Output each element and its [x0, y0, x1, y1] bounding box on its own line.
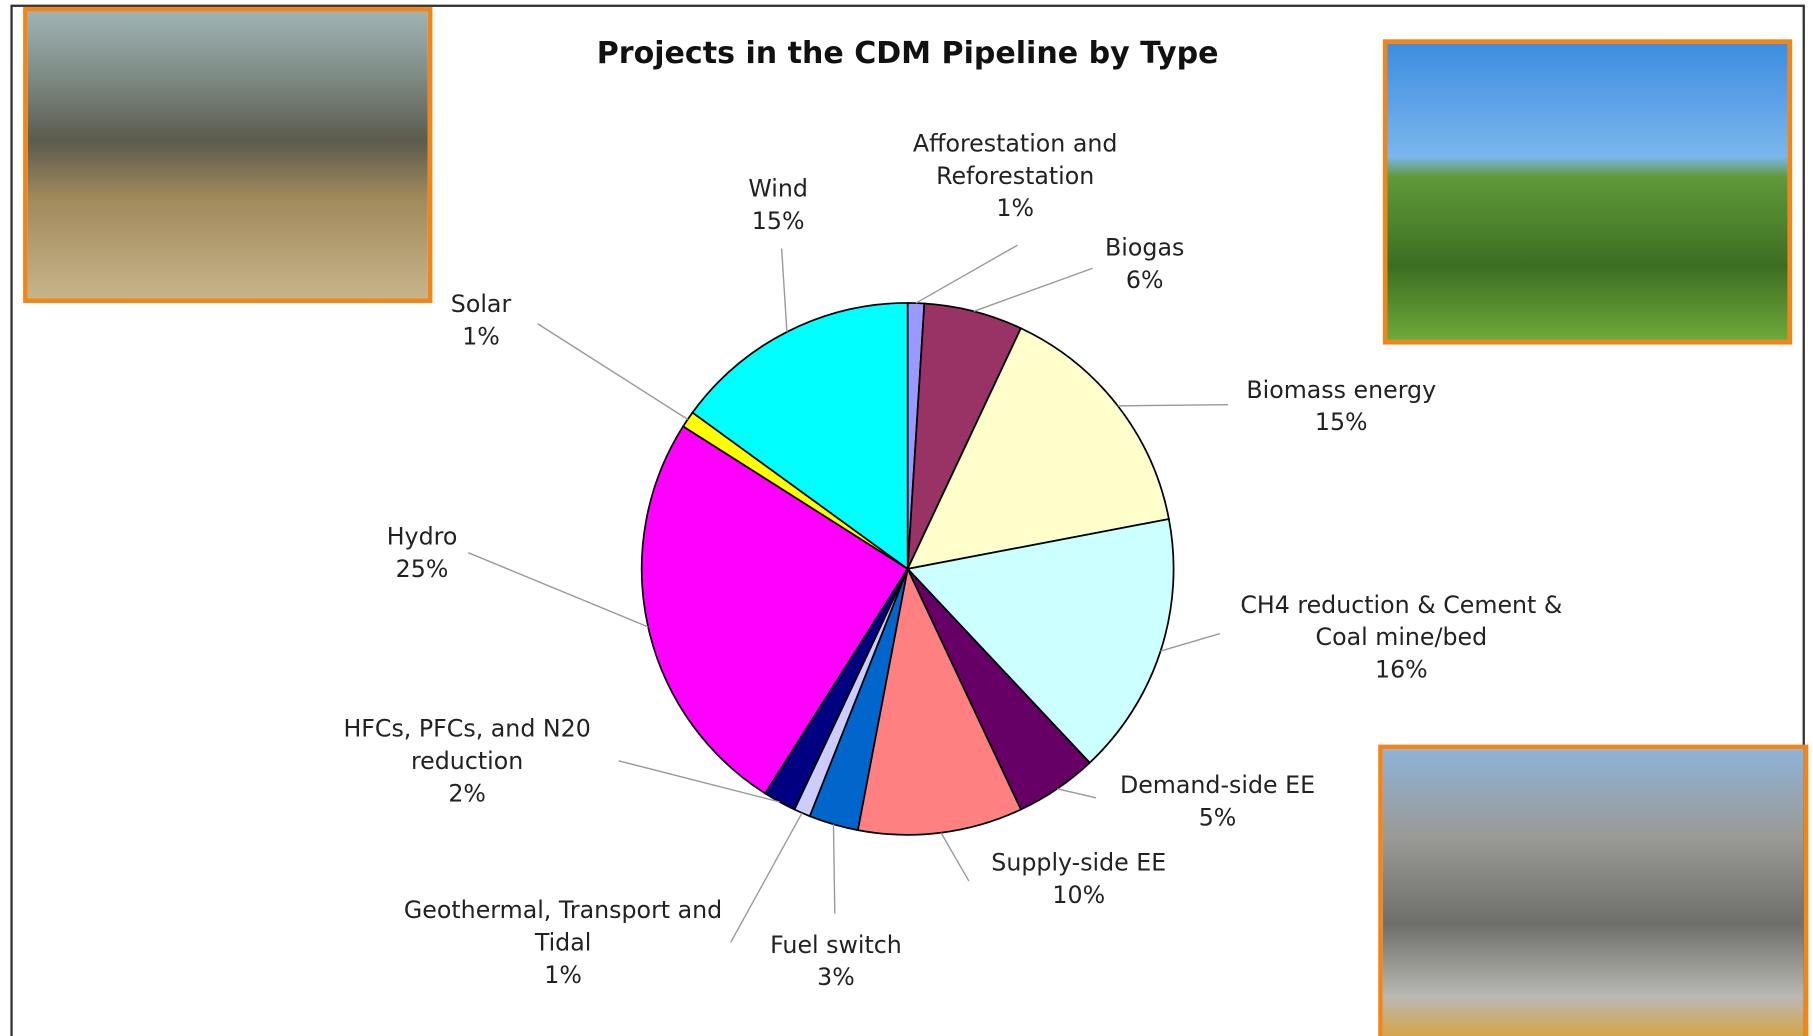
category-label: Hydro — [364, 520, 480, 552]
value-label: 2% — [299, 777, 634, 809]
category-label: CH4 reduction & Cement & Coal mine/bed — [1211, 589, 1593, 654]
category-label: Afforestation and Reforestation — [894, 127, 1137, 192]
chart-title: Projects in the CDM Pipeline by Type — [597, 36, 1219, 71]
category-label: Geothermal, Transport and Tidal — [390, 894, 737, 959]
category-label: Demand-side EE — [1085, 769, 1351, 801]
value-label: 15% — [732, 205, 825, 237]
grass-photo — [1383, 39, 1792, 344]
category-label: HFCs, PFCs, and N20 reduction — [299, 712, 634, 777]
value-label: 5% — [1085, 801, 1351, 833]
value-label: 3% — [743, 961, 928, 993]
category-label: Supply-side EE — [952, 846, 1206, 878]
value-label: 25% — [364, 553, 480, 585]
category-label: Solar — [435, 288, 528, 320]
category-label: Fuel switch — [743, 928, 928, 960]
page: Projects in the CDM Pipeline by Type Aff… — [0, 0, 1813, 1036]
dam-photo — [23, 7, 432, 303]
category-label: Biogas — [1075, 231, 1214, 263]
plant-photo — [1378, 745, 1808, 1036]
value-label: 15% — [1203, 406, 1481, 438]
value-label: 10% — [952, 879, 1206, 911]
value-label: 1% — [894, 192, 1137, 224]
value-label: 6% — [1075, 264, 1214, 296]
value-label: 1% — [435, 320, 528, 352]
value-label: 16% — [1211, 653, 1593, 685]
value-label: 1% — [390, 959, 737, 991]
category-label: Biomass energy — [1203, 373, 1481, 405]
category-label: Wind — [732, 172, 825, 204]
